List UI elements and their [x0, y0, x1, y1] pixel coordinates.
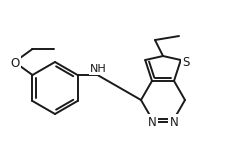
Text: N: N	[170, 116, 178, 129]
Text: O: O	[11, 57, 20, 70]
Text: NH: NH	[90, 64, 107, 74]
Text: S: S	[182, 56, 190, 69]
Text: N: N	[148, 116, 156, 129]
